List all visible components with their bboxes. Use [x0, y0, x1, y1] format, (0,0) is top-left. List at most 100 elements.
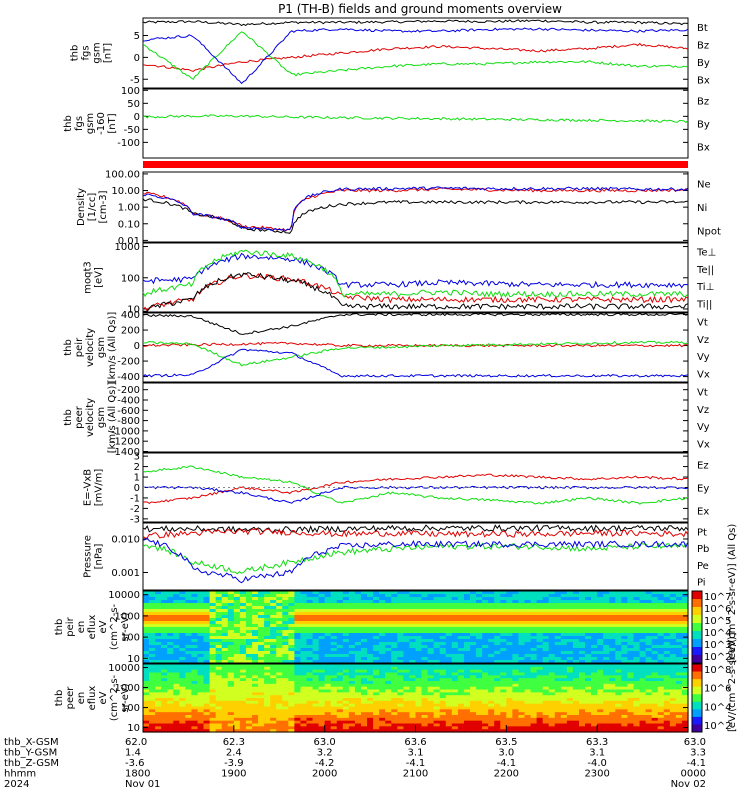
colorbar-frame	[691, 590, 703, 664]
spectrogram-cell	[494, 657, 501, 661]
spectrogram-cell	[433, 666, 441, 671]
spectrogram-cell	[488, 666, 495, 671]
spectrogram-cell	[572, 672, 580, 676]
spectrogram-cell	[518, 651, 526, 655]
spectrogram-cell	[566, 695, 574, 699]
spectrogram-cell	[512, 698, 520, 702]
spectrogram-cell	[427, 695, 435, 699]
spectrogram-cell	[560, 717, 568, 722]
spectrogram-cell	[354, 636, 362, 640]
spectrogram-cell	[361, 666, 368, 671]
spectrogram-cell	[585, 651, 592, 655]
y-tick-label: -400	[117, 395, 140, 406]
spectrogram-cell	[324, 723, 332, 727]
spectrogram-cell	[282, 678, 289, 682]
spectrogram-cell	[373, 669, 380, 674]
spectrogram-cell	[433, 645, 441, 649]
spectrogram-cell	[585, 672, 592, 676]
spectrogram-cell	[639, 678, 647, 682]
spectrogram-cell	[239, 645, 247, 649]
spectrogram-cell	[288, 729, 295, 733]
spectrogram-cell	[585, 603, 592, 607]
spectrogram-cell	[681, 703, 689, 708]
spectrogram-cell	[215, 681, 223, 685]
spectrogram-cell	[185, 603, 193, 607]
y-axis-label: [cm-3]	[98, 190, 109, 223]
spectrogram-cell	[663, 703, 671, 708]
spectrogram-cell	[312, 664, 320, 668]
spectrogram-cell	[427, 654, 435, 658]
spectrogram-cell	[367, 664, 374, 668]
spectrogram-cell	[300, 648, 308, 652]
spectrogram-cell	[233, 639, 241, 643]
spectrogram-cell	[560, 692, 568, 696]
spectrogram-cell	[179, 615, 186, 619]
spectrogram-cell	[463, 615, 471, 619]
spectrogram-cell	[433, 672, 441, 676]
spectrogram-cell	[476, 657, 483, 661]
spectrogram-cell	[451, 606, 459, 610]
spectrogram-cell	[300, 698, 308, 702]
spectrogram-cell	[179, 609, 186, 613]
spectrogram-cell	[536, 717, 544, 722]
spectrogram-cell	[179, 648, 186, 652]
spectrogram-cell	[536, 692, 544, 696]
spectrogram-cell	[603, 709, 610, 713]
spectrogram-cell	[252, 639, 259, 643]
y-axis-label: peir	[65, 616, 76, 636]
spectrogram-cell	[173, 700, 180, 705]
spectrogram-cell	[415, 712, 423, 716]
spectrogram-cell	[209, 612, 217, 616]
spectrogram-cell	[197, 648, 205, 652]
spectrogram-cell	[500, 703, 507, 708]
spectrogram-cell	[585, 669, 592, 674]
spectrogram-cell	[506, 695, 513, 699]
spectrogram-cell	[621, 698, 629, 702]
spectrogram-cell	[367, 692, 374, 696]
spectrogram-cell	[221, 681, 229, 685]
spectrogram-cell	[336, 672, 344, 676]
spectrogram-cell	[288, 717, 295, 722]
spectrogram-cell	[221, 723, 229, 727]
spectrogram-cell	[215, 636, 223, 640]
spectrogram-cell	[433, 686, 441, 691]
spectrogram-cell	[294, 648, 302, 652]
spectrogram-cell	[542, 669, 550, 674]
spectrogram-cell	[645, 726, 653, 730]
spectrogram-cell	[324, 606, 332, 610]
spectrogram-cell	[385, 630, 392, 634]
spectrogram-cell	[681, 612, 689, 616]
spectrogram-cell	[433, 669, 441, 674]
spectrogram-cell	[615, 624, 622, 628]
y-axis-label: thb	[63, 115, 74, 132]
spectrogram-cell	[494, 681, 501, 685]
spectrogram-cell	[227, 591, 235, 595]
spectrogram-cell	[657, 686, 665, 691]
spectrogram-cell	[209, 618, 217, 622]
spectrogram-cell	[463, 726, 471, 730]
spectrogram-cell	[342, 600, 350, 604]
spectrogram-cell	[252, 594, 259, 598]
spectrogram-cell	[548, 606, 556, 610]
spectrogram-cell	[651, 700, 659, 705]
spectrogram-cell	[252, 600, 259, 604]
spectrogram-cell	[300, 712, 308, 716]
spectrogram-cell	[427, 717, 435, 722]
spectrogram-cell	[173, 703, 180, 708]
spectrogram-cell	[342, 660, 350, 664]
spectrogram-cell	[470, 678, 477, 682]
spectrogram-cell	[179, 627, 186, 631]
spectrogram-cell	[312, 689, 320, 693]
spectrogram-cell	[245, 633, 253, 637]
spectrogram-cell	[488, 664, 495, 668]
spectrogram-cell	[579, 717, 586, 722]
spectrogram-cell	[306, 678, 314, 682]
spectrogram-cell	[542, 642, 550, 646]
spectrogram-cell	[554, 594, 562, 598]
spectrogram-cell	[439, 726, 447, 730]
spectrogram-cell	[379, 657, 386, 661]
spectrogram-cell	[645, 627, 653, 631]
spectrogram-cell	[167, 651, 174, 655]
spectrogram-cell	[312, 692, 320, 696]
spectrogram-cell	[633, 706, 641, 710]
